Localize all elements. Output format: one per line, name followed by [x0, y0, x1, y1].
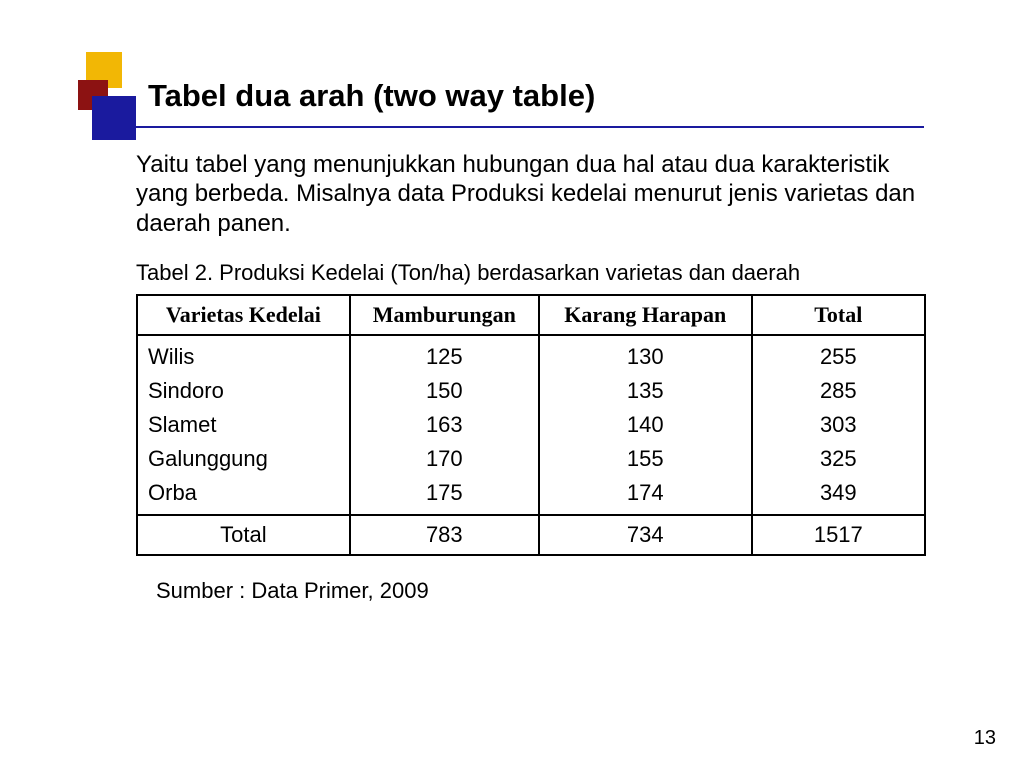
body-paragraph: Yaitu tabel yang menunjukkan hubungan du… — [136, 150, 926, 238]
cell-value: 130 — [539, 335, 752, 374]
table-row: Wilis 125 130 255 — [137, 335, 925, 374]
table-caption: Tabel 2. Produksi Kedelai (Ton/ha) berda… — [136, 260, 926, 286]
slide-title: Tabel dua arah (two way table) — [148, 78, 595, 114]
cell-value: 163 — [350, 408, 539, 442]
col-header: Mamburungan — [350, 295, 539, 335]
cell-value: 285 — [752, 374, 925, 408]
decor-square-yellow — [86, 52, 122, 88]
col-header: Karang Harapan — [539, 295, 752, 335]
cell-value: 325 — [752, 442, 925, 476]
cell-variety: Wilis — [137, 335, 350, 374]
table-header-row: Varietas Kedelai Mamburungan Karang Hara… — [137, 295, 925, 335]
footer-value: 783 — [350, 515, 539, 555]
page-number: 13 — [974, 727, 996, 750]
cell-value: 135 — [539, 374, 752, 408]
footer-value: 1517 — [752, 515, 925, 555]
cell-value: 140 — [539, 408, 752, 442]
cell-value: 150 — [350, 374, 539, 408]
cell-value: 125 — [350, 335, 539, 374]
cell-value: 170 — [350, 442, 539, 476]
slide-decor — [78, 52, 138, 152]
data-table-wrapper: Varietas Kedelai Mamburungan Karang Hara… — [136, 294, 926, 556]
decor-square-red — [78, 80, 108, 110]
table-row: Orba 175 174 349 — [137, 476, 925, 515]
table-footer-row: Total 783 734 1517 — [137, 515, 925, 555]
footer-label: Total — [137, 515, 350, 555]
col-header: Total — [752, 295, 925, 335]
footer-value: 734 — [539, 515, 752, 555]
cell-value: 155 — [539, 442, 752, 476]
cell-variety: Galunggung — [137, 442, 350, 476]
cell-variety: Orba — [137, 476, 350, 515]
title-rule — [104, 126, 924, 128]
cell-variety: Sindoro — [137, 374, 350, 408]
col-header: Varietas Kedelai — [137, 295, 350, 335]
cell-variety: Slamet — [137, 408, 350, 442]
table-row: Sindoro 150 135 285 — [137, 374, 925, 408]
cell-value: 174 — [539, 476, 752, 515]
cell-value: 303 — [752, 408, 925, 442]
table-row: Galunggung 170 155 325 — [137, 442, 925, 476]
data-table: Varietas Kedelai Mamburungan Karang Hara… — [136, 294, 926, 556]
cell-value: 255 — [752, 335, 925, 374]
table-row: Slamet 163 140 303 — [137, 408, 925, 442]
cell-value: 175 — [350, 476, 539, 515]
cell-value: 349 — [752, 476, 925, 515]
table-source: Sumber : Data Primer, 2009 — [156, 578, 429, 604]
decor-square-blue — [92, 96, 136, 140]
